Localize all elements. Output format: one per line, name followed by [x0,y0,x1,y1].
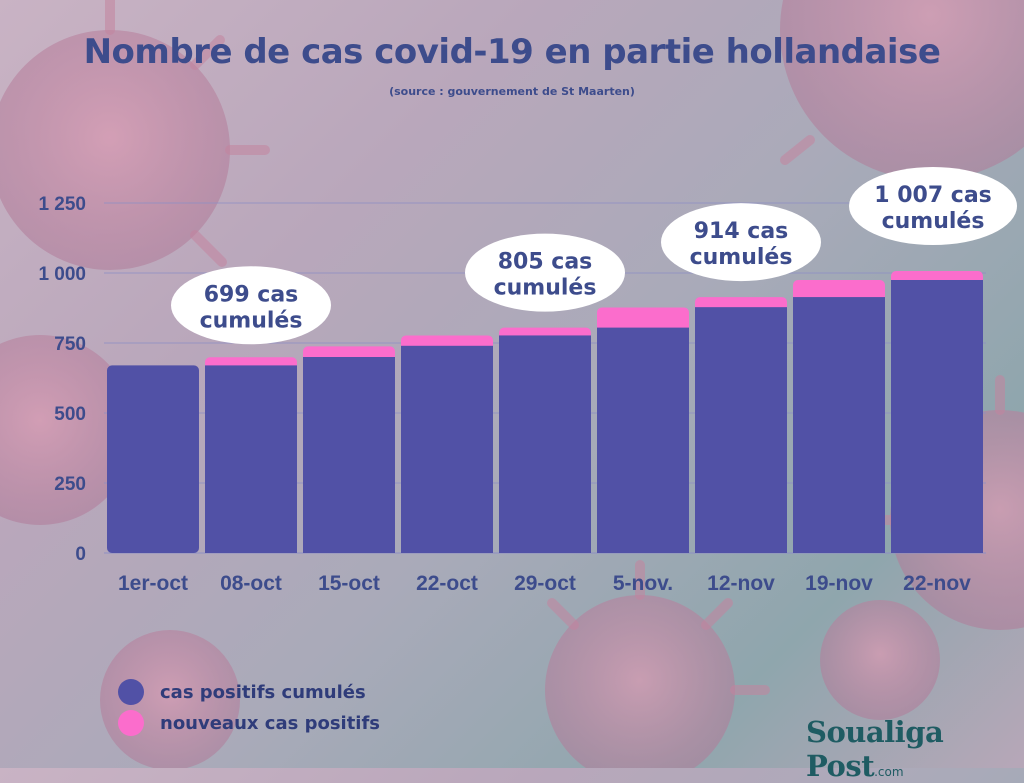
bar-cumulative [793,297,885,553]
brand-suffix: .com [874,765,904,779]
annotation-line2: cumulés [690,245,793,270]
y-tick-label: 500 [54,404,86,425]
legend-swatch-new [118,710,144,736]
legend-swatch-cumulative [118,679,144,705]
legend-label-cumulative: cas positifs cumulés [160,681,366,703]
annotation-line1: 914 cas [694,219,789,244]
y-tick-label: 1 000 [38,264,86,285]
bar-cumulative [205,365,297,553]
annotation-bubble [849,167,1017,246]
bar-cumulative [401,345,493,553]
chart-subtitle: (source : gouvernement de St Maarten) [389,85,635,98]
x-tick-label: 29-oct [514,572,576,595]
legend-item-new: nouveaux cas positifs [118,710,380,736]
annotation-line1: 805 cas [498,250,593,275]
annotation-bubble [171,266,331,345]
x-tick-label: 12-nov [707,572,775,595]
x-tick-label: 19-nov [805,572,873,595]
y-tick-label: 250 [54,474,86,495]
brand-logo: Soualiga Post.com [806,715,1024,783]
chart-title: Nombre de cas covid-19 en partie holland… [83,32,941,72]
virus-blob-left [0,30,230,525]
annotation-bubble [661,203,821,282]
bar-cumulative [303,357,395,553]
x-tick-label: 08-oct [220,572,282,595]
virus-spikes [105,0,1005,695]
bar-cumulative [107,365,199,553]
bar-cumulative [499,335,591,553]
y-tick-label: 0 [75,544,86,565]
x-tick-label: 15-oct [318,572,380,595]
bar-cumulative [695,307,787,553]
bar-new-cases [597,307,689,332]
annotation-line1: 1 007 cas [874,183,992,208]
legend-item-cumulative: cas positifs cumulés [118,679,366,705]
virus-blob-bottom [100,595,940,768]
y-tick-label: 750 [54,334,86,355]
annotation-line2: cumulés [882,209,985,234]
x-tick-label: 1er-oct [118,572,188,595]
annotation-line2: cumulés [200,308,303,333]
x-tick-label: 22-nov [903,572,971,595]
bar-cumulative [597,327,689,553]
legend-label-new: nouveaux cas positifs [160,712,381,734]
x-tick-label: 5-nov. [613,572,673,595]
bar-cumulative [891,280,983,553]
y-tick-label: 1 250 [38,194,86,215]
annotation-line1: 699 cas [204,282,299,307]
bar-new-cases [793,280,885,302]
annotation-line2: cumulés [494,276,597,301]
x-tick-label: 22-oct [416,572,478,595]
annotation-bubble [465,233,625,312]
